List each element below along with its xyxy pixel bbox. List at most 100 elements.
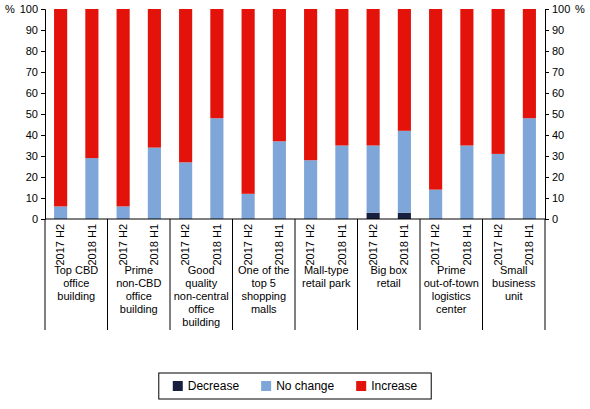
tick: 20 [26, 171, 45, 183]
tick-label: 90 [552, 24, 564, 36]
tick: 50 [26, 108, 45, 120]
tick: 50 [545, 108, 564, 120]
group-separator [420, 219, 421, 330]
bar [429, 190, 442, 219]
legend-swatch [356, 381, 366, 391]
tick-label: 20 [552, 171, 564, 183]
tick-mark [41, 9, 45, 10]
tick-label: 0 [32, 213, 38, 225]
group-label-line: Top CBD [54, 264, 98, 276]
legend-swatch [173, 381, 183, 391]
tick-label: 2018 H1 [461, 224, 473, 266]
group-separator [545, 219, 546, 330]
tick-mark [545, 93, 549, 94]
group-label-line: non-CBD [116, 277, 161, 289]
tick-label: 30 [552, 150, 564, 162]
bars [54, 9, 536, 219]
bar [242, 194, 255, 219]
group-label-line: logistics [432, 290, 472, 302]
axis-line [41, 10, 46, 220]
tick: 90 [26, 24, 45, 36]
legend: Decrease No change Increase [159, 373, 431, 399]
legend-item: No change [261, 379, 334, 393]
group-label-line: quality [185, 277, 217, 289]
bar [179, 9, 192, 162]
bar [148, 9, 161, 148]
tick-label: 90 [26, 24, 38, 36]
series-bars [367, 213, 411, 219]
group-separator [107, 219, 108, 330]
group-labels: Top CBD office building Primenon-CBDofficeb… [54, 264, 536, 328]
chart: 0102030405060708090100010203040506070809… [0, 0, 590, 409]
tick-label: 2017 H2 [492, 224, 504, 266]
legend-item: Decrease [173, 379, 240, 393]
group-label-line: Small [500, 264, 528, 276]
tick-mark [41, 114, 45, 115]
group-label: Smallbusinessunit [492, 264, 536, 302]
group-separator [232, 219, 233, 330]
bar [460, 9, 473, 146]
bar [242, 9, 255, 194]
group-label-line: building [57, 290, 95, 302]
bar [304, 9, 317, 160]
tick-mark [41, 156, 45, 157]
axis-line [546, 10, 550, 220]
tick: 10 [545, 192, 564, 204]
tick-mark [41, 51, 45, 52]
bar [304, 160, 317, 219]
tick-label: 80 [26, 45, 38, 57]
bar [398, 9, 411, 131]
tick-label: 2017 H2 [242, 224, 254, 266]
bar [398, 131, 411, 213]
legend-box [159, 373, 431, 399]
tick-mark [41, 72, 45, 73]
bar [523, 9, 536, 118]
tick-mark [41, 93, 45, 94]
bar [179, 162, 192, 219]
group-label-line: top 5 [252, 277, 276, 289]
group-label: One of thetop 5shoppingmalls [238, 264, 289, 315]
tick-mark [545, 177, 549, 178]
tick: 100 [545, 3, 570, 15]
tick: 40 [545, 129, 564, 141]
legend-label: Increase [371, 379, 417, 393]
bar [273, 9, 286, 141]
tick-label: 2018 H1 [273, 224, 285, 266]
tick-mark [545, 30, 549, 31]
tick-label: 10 [552, 192, 564, 204]
tick: 0 [545, 213, 558, 225]
tick-label: 2017 H2 [304, 224, 316, 266]
tick-label: 2018 H1 [398, 224, 410, 266]
legend-label: Decrease [188, 379, 240, 393]
group-label: Mall-typeretail park [302, 264, 351, 289]
group-label-line: malls [251, 303, 277, 315]
tick-mark [41, 177, 45, 178]
y-axis: 0102030405060708090100 [20, 3, 46, 225]
group-label: Goodqualitynon-centralofficebuilding [174, 264, 229, 328]
group-label-line: Prime [437, 264, 466, 276]
tick-label: 50 [552, 108, 564, 120]
tick-label: 2018 H1 [336, 224, 348, 266]
legend-swatch [261, 381, 271, 391]
series-bars [54, 9, 536, 206]
group-label-line: Big box [370, 264, 407, 276]
tick: 30 [545, 150, 564, 162]
tick-label: 80 [552, 45, 564, 57]
tick-label: 20 [26, 171, 38, 183]
tick: 10 [26, 192, 45, 204]
group-label: Primenon-CBDofficebuilding [116, 264, 161, 315]
tick-label: 2018 H1 [148, 224, 160, 266]
group-label-line: Good [188, 264, 215, 276]
bar [367, 9, 380, 146]
bar [148, 148, 161, 219]
tick-label: 30 [26, 150, 38, 162]
tick: 60 [545, 87, 564, 99]
bar [429, 9, 442, 190]
tick-label: 40 [26, 129, 38, 141]
tick-mark [545, 198, 549, 199]
group-label: Big boxretail [370, 264, 407, 289]
bar [335, 146, 348, 220]
tick-label: 100 [552, 3, 570, 15]
group-label-line: office [126, 290, 152, 302]
tick-label: 0 [552, 213, 558, 225]
